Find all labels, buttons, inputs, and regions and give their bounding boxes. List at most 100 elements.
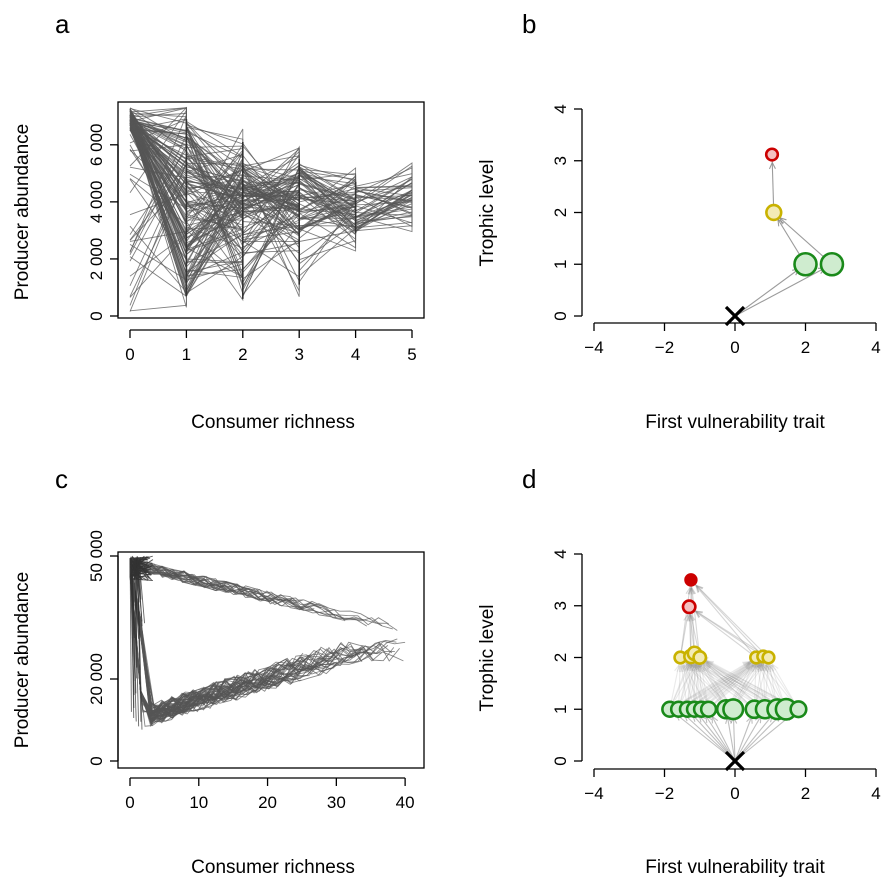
feeding-link [708, 657, 757, 710]
feeding-link [708, 656, 764, 710]
species-nodes-b [724, 147, 845, 327]
feeding-link [687, 656, 764, 710]
y-axis-title-a: Producer abundance [12, 124, 33, 300]
link-arrowhead [769, 664, 777, 673]
feeding-link [771, 154, 775, 213]
link-arrowhead [687, 614, 695, 622]
link-arrowhead [693, 664, 700, 673]
feeding-link [686, 657, 701, 710]
link-arrowhead [767, 665, 775, 673]
link-arrowhead [747, 664, 754, 672]
feeding-link [678, 655, 764, 710]
species-node [819, 251, 845, 277]
feeding-link [734, 263, 833, 317]
link-arrowhead [744, 662, 752, 671]
feeding-link [699, 657, 710, 710]
y-tick-label-b: 0 [551, 311, 570, 320]
link-arrowhead [696, 585, 704, 593]
x-tick-label-a: 0 [125, 345, 134, 364]
link-arrowhead [711, 715, 719, 724]
link-arrowhead [692, 663, 699, 672]
trajectory-line [129, 572, 285, 720]
panel-d: d −4 −2 0 2 4 0 1 2 3 4 First vulnerability trai… [477, 464, 881, 878]
trajectory-line [129, 559, 361, 722]
feeding-link [679, 657, 703, 710]
link-arrowhead [768, 162, 776, 170]
link-arrowhead [746, 663, 753, 672]
feeding-link [690, 656, 710, 710]
feeding-link [734, 263, 806, 317]
link-arrowhead [742, 661, 750, 668]
x-tick-label-c: 40 [396, 793, 415, 812]
link-arrowhead [694, 665, 702, 673]
feeding-link [679, 657, 727, 710]
y-axis-c: 0 20 000 50 000 [87, 530, 119, 766]
feeding-link [678, 656, 692, 710]
y-tick-label-b: 4 [551, 104, 570, 113]
panel-letter-d: d [522, 464, 536, 494]
link-arrowhead [743, 662, 751, 670]
y-tick-label-c: 20 000 [87, 653, 106, 705]
x-axis-title-b: First vulnerability trait [645, 412, 825, 433]
feeding-link [694, 652, 787, 710]
feeding-link [669, 657, 701, 710]
link-arrowhead [759, 663, 767, 672]
link-arrowhead [683, 664, 691, 672]
x-axis-a: 0 1 2 3 4 5 [125, 329, 417, 364]
link-arrowhead [703, 663, 711, 672]
trajectory-lines-c [129, 555, 406, 730]
feeding-link [679, 579, 692, 658]
link-arrowhead [696, 665, 704, 673]
trajectory-line [129, 560, 393, 720]
x-tick-label-d: 0 [730, 784, 739, 803]
feeding-link [688, 606, 764, 657]
link-arrowhead [743, 662, 751, 670]
feeding-link [686, 656, 692, 710]
species-node [722, 698, 745, 721]
link-arrowhead [688, 587, 696, 595]
link-arrowhead [678, 665, 686, 673]
feeding-link [687, 657, 757, 710]
link-arrowhead [756, 663, 764, 671]
link-arrowhead [705, 662, 713, 670]
y-axis-d: 0 1 2 3 4 [551, 549, 583, 766]
feeding-link [690, 656, 696, 710]
panel-letter-c: c [55, 464, 68, 494]
feeding-link [688, 606, 757, 658]
link-arrowhead [742, 661, 750, 669]
y-tick-label-b: 2 [551, 208, 570, 217]
link-arrowhead [680, 664, 688, 673]
link-arrowhead [682, 663, 689, 671]
trajectory-line [130, 558, 137, 668]
link-arrowhead [689, 663, 697, 672]
link-arrowhead [742, 661, 751, 669]
link-arrowhead [763, 663, 771, 672]
feeding-link [688, 606, 769, 658]
y-axis-b: 0 1 2 3 4 [551, 104, 583, 321]
link-arrowhead [760, 664, 768, 672]
x-tick-label-c: 30 [327, 793, 346, 812]
y-axis-a: 0 2 000 4 000 6 000 [87, 124, 119, 321]
feeding-link [701, 657, 769, 710]
panel-b: b −4 −2 0 2 4 0 1 2 3 4 First vulnerability trai… [477, 9, 881, 433]
feeding-link [680, 657, 755, 710]
x-tick-label-a: 3 [294, 345, 303, 364]
feeding-link [669, 657, 757, 710]
y-axis-title-d: Trophic level [477, 604, 498, 711]
y-tick-label-d: 1 [551, 705, 570, 714]
panel-letter-a: a [55, 9, 70, 39]
x-tick-label-a: 2 [238, 345, 247, 364]
y-tick-label-d: 3 [551, 601, 570, 610]
link-arrowhead [765, 663, 773, 671]
panel-c: c 0 10 20 30 40 0 20 000 50 000 Consumer richn… [12, 464, 425, 878]
trajectory-line [129, 559, 393, 630]
feeding-links-b [734, 154, 833, 317]
y-tick-label-c: 50 000 [87, 530, 106, 582]
trajectory-line [129, 573, 395, 725]
x-axis-c: 0 10 20 30 40 [125, 777, 415, 812]
x-tick-label-d: 4 [871, 784, 880, 803]
x-tick-label-b: 4 [871, 338, 880, 357]
trajectory-line [129, 558, 135, 695]
link-arrowhead [688, 664, 696, 672]
